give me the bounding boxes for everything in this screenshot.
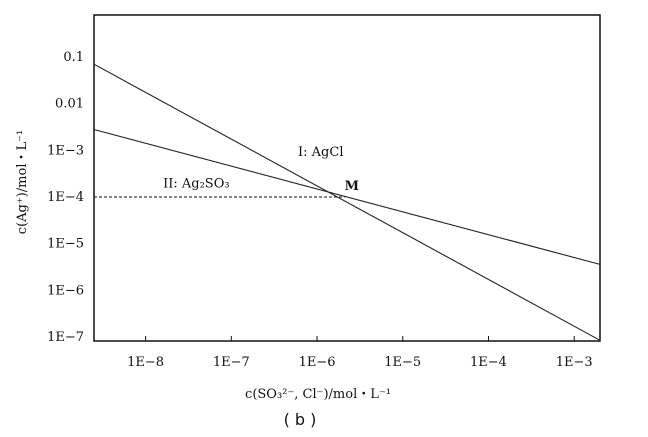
series-line-2 — [93, 128, 601, 265]
y-tick-label: 1E−7 — [47, 330, 84, 345]
x-axis-label: c(SO₃²⁻, Cl⁻)/mol・L⁻¹ — [245, 387, 391, 402]
annotation-3: M — [345, 179, 359, 194]
x-tick-label: 1E−3 — [556, 355, 593, 370]
y-axis-label: c(Ag⁺)/mol・L⁻¹ — [15, 130, 30, 234]
y-tick-label: 0.01 — [55, 97, 84, 112]
x-tick-label: 1E−7 — [213, 355, 250, 370]
y-tick-label: 0.1 — [63, 50, 84, 65]
y-tick-label: 1E−6 — [47, 283, 84, 298]
x-tick-label: 1E−5 — [384, 355, 421, 370]
x-tick-label: 1E−6 — [299, 355, 336, 370]
series-lines — [93, 63, 601, 341]
y-tick-label: 1E−3 — [47, 143, 84, 158]
y-tick-label: 1E−5 — [47, 237, 84, 252]
annotation-2: II: Ag₂SO₃ — [163, 176, 229, 191]
y-tick-labels: 1E−7 1E−6 1E−5 1E−4 1E−3 0.01 0.1 — [47, 50, 84, 345]
series-line-1 — [93, 63, 601, 341]
y-tick-label: 1E−4 — [47, 190, 84, 205]
plot-frame — [93, 14, 601, 342]
x-tick-label: 1E−8 — [127, 355, 164, 370]
annotations: I: AgCl II: Ag₂SO₃ M — [163, 145, 359, 194]
annotation-1: I: AgCl — [298, 145, 343, 160]
x-tick-label: 1E−4 — [470, 355, 507, 370]
x-tick-labels: 1E−8 1E−7 1E−6 1E−5 1E−4 1E−3 — [127, 336, 593, 370]
figure-caption: ( b ) — [284, 410, 317, 429]
